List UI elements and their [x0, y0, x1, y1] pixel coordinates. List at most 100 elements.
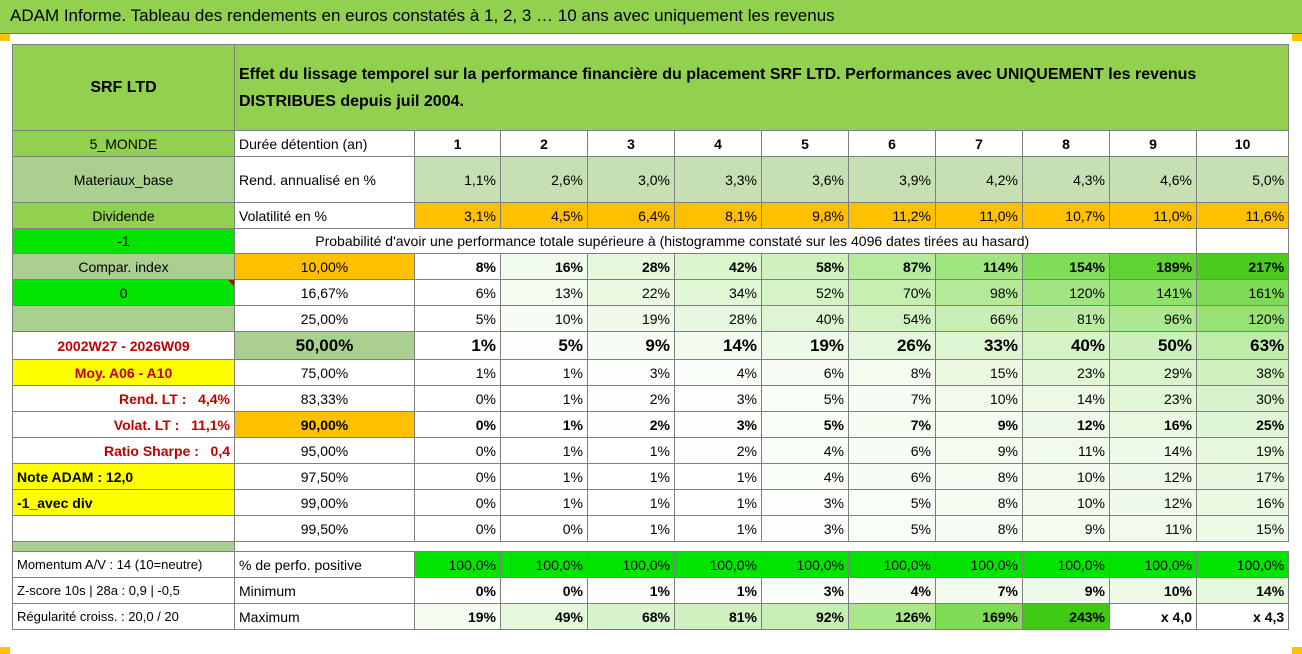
year-header: 4 [674, 130, 762, 157]
volat-value: 11,0% [935, 202, 1023, 229]
year-header: 5 [761, 130, 849, 157]
prob-value: 6% [848, 437, 936, 464]
prob-threshold: 25,00% [234, 305, 415, 332]
corner-marker-bottom-left [0, 647, 10, 654]
prob-value: 3% [761, 515, 849, 542]
prob-value: 22% [587, 279, 675, 306]
prob-value: 8% [935, 515, 1023, 542]
prob-value: 19% [587, 305, 675, 332]
empty-cell [1195, 228, 1290, 254]
prob-value: 161% [1195, 279, 1290, 306]
rend-value: 3,9% [848, 156, 936, 203]
prob-value: 9% [935, 437, 1023, 464]
maximum-value: x 4,3 [1195, 603, 1290, 630]
note-adam: Note ADAM : 12,0 [12, 463, 235, 490]
prob-threshold: 99,50% [234, 515, 415, 542]
volat-value: 11,2% [848, 202, 936, 229]
prob-value: 29% [1109, 359, 1197, 386]
prob-value: 1% [500, 489, 588, 516]
prob-value: 7% [848, 411, 936, 438]
minimum-value: 1% [587, 577, 675, 604]
prob-value: 1% [500, 359, 588, 386]
prob-threshold: 99,00% [234, 489, 415, 516]
maximum-value: x 4,0 [1109, 603, 1197, 630]
prob-value: 28% [587, 253, 675, 280]
year-header: 2 [500, 130, 588, 157]
volat-lt-value: 11,1% [191, 416, 230, 433]
rend-row: Materiaux_base Rend. annualisé en % 1,1%… [12, 156, 1290, 203]
prob-value: 2% [674, 437, 762, 464]
volat-value: 11,0% [1109, 202, 1197, 229]
prob-value: 189% [1109, 253, 1197, 280]
corner-marker-right [1292, 34, 1302, 41]
prob-value: 3% [587, 359, 675, 386]
prob-value: 0% [414, 385, 501, 412]
prob-row: -1_avec div 99,00% 0% 1% 1% 1% 3% 5% 8% … [12, 489, 1290, 516]
prob-value: 11% [1109, 515, 1197, 542]
regularite-label: Régularité croiss. : 20,0 / 20 [12, 603, 235, 630]
prob-value: 0% [414, 515, 501, 542]
sector-label: Materiaux_base [12, 156, 235, 203]
prob-value: 9% [935, 411, 1023, 438]
prob-row: Note ADAM : 12,0 97,50% 0% 1% 1% 1% 4% 6… [12, 463, 1290, 490]
maximum-value: 92% [761, 603, 849, 630]
positive-label: % de perfo. positive [234, 551, 415, 578]
report-title: ADAM Informe. Tableau des rendements en … [10, 6, 835, 25]
positive-row: Momentum A/V : 14 (10=neutre) % de perfo… [12, 551, 1290, 578]
prob-value: 10% [1022, 489, 1110, 516]
prob-value: 38% [1195, 359, 1290, 386]
rend-value: 2,6% [500, 156, 588, 203]
prob-value: 34% [674, 279, 762, 306]
prob-value: 50% [1109, 331, 1197, 360]
prob-value: 120% [1022, 279, 1110, 306]
prob-value: 1% [674, 515, 762, 542]
minimum-value: 4% [848, 577, 936, 604]
prob-value: 8% [414, 253, 501, 280]
minus-one-flag: -1 [12, 228, 235, 254]
zone-label: 5_MONDE [12, 130, 235, 157]
volat-value: 4,5% [500, 202, 588, 229]
prob-value: 26% [848, 331, 936, 360]
prob-value: 1% [587, 437, 675, 464]
prob-value: 16% [1109, 411, 1197, 438]
prob-value: 1% [587, 463, 675, 490]
volat-label: Volatilité en % [234, 202, 415, 229]
minimum-value: 9% [1022, 577, 1110, 604]
prob-value: 1% [500, 437, 588, 464]
prob-threshold: 50,00% [234, 331, 415, 360]
year-header: 1 [414, 130, 501, 157]
corner-marker-bottom-right [1292, 647, 1302, 654]
prob-value: 6% [848, 463, 936, 490]
prob-threshold: 97,50% [234, 463, 415, 490]
spacer-cell [12, 541, 235, 552]
prob-threshold: 75,00% [234, 359, 415, 386]
prob-value: 23% [1109, 385, 1197, 412]
volat-value: 9,8% [761, 202, 849, 229]
maximum-row: Régularité croiss. : 20,0 / 20 Maximum 1… [12, 603, 1290, 630]
prob-value: 40% [1022, 331, 1110, 360]
prob-value: 0% [414, 437, 501, 464]
minimum-value: 14% [1195, 577, 1290, 604]
maximum-value: 49% [500, 603, 588, 630]
avec-div-label: -1_avec div [12, 489, 235, 516]
prob-caption-row: -1 Probabilité d'avoir une performance t… [12, 228, 1290, 254]
positive-value: 100,0% [414, 551, 501, 578]
prob-value: 10% [500, 305, 588, 332]
prob-value: 6% [761, 359, 849, 386]
prob-row: Moy. A06 - A10 75,00% 1% 1% 3% 4% 6% 8% … [12, 359, 1290, 386]
prob-value: 12% [1022, 411, 1110, 438]
spacer-row [12, 541, 1289, 552]
prob-value: 16% [500, 253, 588, 280]
prob-value: 63% [1195, 331, 1290, 360]
prob-value: 1% [414, 359, 501, 386]
prob-value: 8% [848, 359, 936, 386]
prob-value: 0% [500, 515, 588, 542]
prob-value: 1% [500, 411, 588, 438]
prob-value: 0% [414, 411, 501, 438]
prob-value: 58% [761, 253, 849, 280]
prob-value: 9% [1022, 515, 1110, 542]
durations-label: Durée détention (an) [234, 130, 415, 157]
year-header: 6 [848, 130, 936, 157]
positive-value: 100,0% [1022, 551, 1110, 578]
maximum-value: 169% [935, 603, 1023, 630]
